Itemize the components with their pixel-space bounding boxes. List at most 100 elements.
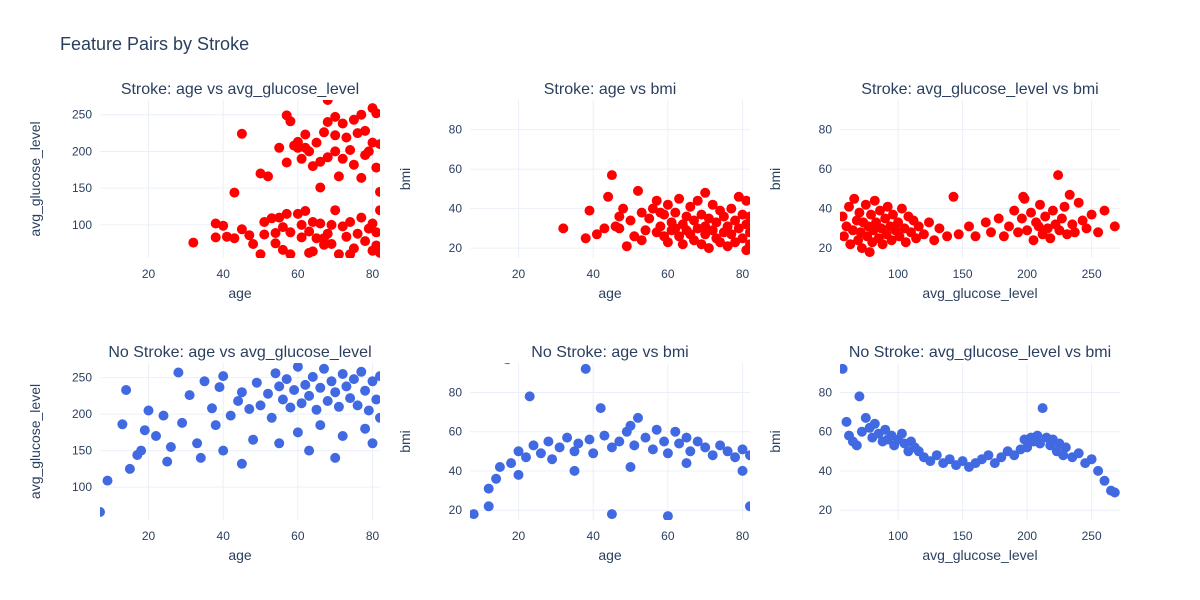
data-point — [841, 416, 852, 427]
data-point — [143, 405, 154, 416]
data-point — [1022, 442, 1033, 453]
data-point — [259, 217, 270, 227]
y-tick-label: 100 — [72, 218, 92, 232]
data-point — [913, 221, 924, 232]
subplot-title: Stroke: age vs bmi — [544, 81, 677, 98]
data-point — [470, 509, 479, 520]
data-point — [875, 205, 885, 216]
data-point — [188, 237, 199, 248]
data-point — [856, 243, 867, 254]
data-point — [662, 199, 673, 210]
data-point — [292, 427, 303, 438]
data-point — [696, 209, 707, 220]
data-point — [296, 153, 307, 164]
data-point — [1077, 215, 1088, 226]
y-tick-label: 20 — [819, 241, 833, 255]
x-tick-label: 80 — [366, 529, 380, 543]
data-point — [633, 412, 643, 423]
data-point — [629, 440, 640, 451]
subplot-1: 20 40 60 80 100 150 200 250 Stroke: age vs avg_g… — [27, 81, 380, 301]
data-point — [1040, 211, 1051, 222]
data-point — [218, 371, 229, 382]
data-point — [595, 403, 606, 414]
data-point — [117, 419, 128, 430]
data-point — [356, 366, 367, 377]
data-point — [1018, 191, 1029, 202]
subplot-title: No Stroke: age vs avg_glucose_level — [108, 344, 371, 361]
data-point — [640, 225, 651, 236]
x-tick-label: 80 — [736, 267, 750, 281]
data-point — [745, 239, 750, 250]
data-point — [1009, 205, 1020, 216]
data-point — [506, 458, 517, 469]
x-tick-label: 250 — [1082, 267, 1102, 281]
subplot-title: Stroke: avg_glucose_level vs bmi — [861, 81, 1098, 98]
data-point — [1026, 207, 1036, 218]
y-axis-title: bmi — [767, 430, 783, 453]
subplot-title: Stroke: age vs avg_glucose_level — [121, 81, 359, 98]
data-point — [980, 217, 991, 228]
data-point — [711, 217, 722, 228]
data-point — [296, 219, 307, 230]
data-point — [869, 418, 880, 429]
data-point — [588, 448, 599, 459]
data-point — [263, 388, 273, 399]
data-point — [360, 236, 371, 247]
data-point — [504, 363, 511, 365]
data-point — [681, 211, 692, 222]
y-tick-label: 60 — [819, 162, 833, 176]
data-point — [674, 193, 685, 204]
data-point — [924, 217, 934, 228]
data-point — [244, 404, 255, 414]
data-point — [100, 507, 105, 517]
data-point — [689, 215, 699, 226]
x-tick-label: 80 — [366, 267, 380, 281]
x-axis-title: age — [228, 547, 252, 563]
data-point — [274, 381, 285, 392]
data-point — [700, 229, 711, 240]
data-point — [730, 215, 741, 226]
data-point — [1086, 454, 1097, 465]
data-point — [307, 371, 318, 382]
data-point — [655, 207, 666, 218]
data-point — [348, 159, 359, 170]
data-point — [1059, 201, 1070, 212]
data-point — [662, 448, 673, 459]
data-point — [685, 201, 696, 212]
data-point — [659, 436, 670, 447]
y-tick-label: 200 — [72, 407, 92, 421]
data-point — [304, 146, 315, 157]
data-point — [733, 223, 744, 234]
data-point — [745, 227, 750, 238]
data-point — [707, 225, 718, 236]
data-point — [745, 501, 750, 512]
data-point — [1064, 189, 1075, 200]
data-point — [277, 244, 288, 255]
data-point — [625, 215, 636, 226]
data-point — [330, 387, 341, 398]
x-tick-label: 40 — [217, 267, 231, 281]
data-point — [662, 511, 673, 520]
y-axis-title: bmi — [767, 168, 783, 191]
data-point — [192, 438, 203, 449]
data-point — [591, 229, 602, 240]
x-tick-label: 40 — [217, 529, 231, 543]
data-point — [584, 205, 595, 216]
data-point — [285, 249, 296, 258]
data-point — [255, 400, 266, 411]
data-point — [854, 391, 865, 402]
data-point — [868, 225, 879, 236]
data-point — [1053, 170, 1064, 181]
data-point — [986, 227, 996, 238]
data-point — [1056, 213, 1067, 224]
data-point — [296, 398, 307, 409]
data-point — [925, 456, 936, 467]
data-point — [300, 379, 311, 390]
y-axis-title: avg_glucose_level — [27, 384, 43, 499]
data-point — [730, 452, 741, 463]
data-point — [341, 381, 352, 392]
data-point — [285, 116, 296, 127]
points-group — [470, 363, 750, 520]
data-point — [236, 224, 247, 235]
data-point — [371, 394, 380, 405]
